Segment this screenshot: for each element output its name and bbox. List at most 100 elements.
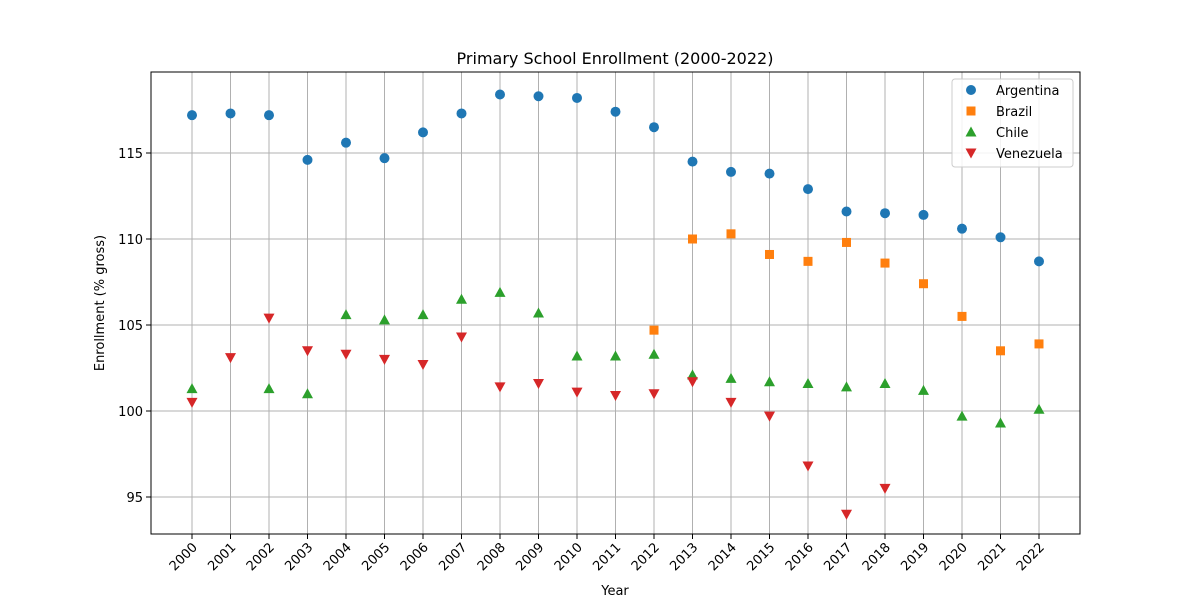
data-point-chile	[571, 350, 583, 361]
data-point-chile	[995, 417, 1006, 428]
data-point-argentina	[918, 209, 929, 220]
data-point-chile	[918, 384, 929, 395]
data-point-venezuela	[802, 461, 814, 472]
data-point-venezuela	[186, 397, 198, 408]
data-point-chile	[687, 369, 698, 380]
data-point-venezuela	[533, 378, 544, 389]
y-tick-label: 115	[118, 147, 143, 162]
x-tick-label: 2002	[244, 540, 278, 574]
legend: Argentina Brazil Chile Venezuela	[951, 78, 1074, 168]
data-point-argentina	[225, 108, 236, 119]
data-point-chile	[533, 307, 544, 318]
data-point-chile	[302, 388, 313, 399]
data-point-argentina	[610, 106, 621, 117]
chart-title: Primary School Enrollment (2000-2022)	[457, 49, 774, 68]
data-point-brazil	[803, 256, 813, 266]
data-point-chile	[186, 383, 198, 394]
x-tick-label: 2010	[552, 540, 586, 574]
legend-marker-venezuela	[965, 148, 977, 159]
x-tick-label: 2020	[937, 540, 971, 574]
data-point-chile	[1033, 403, 1045, 414]
x-tick-label: 2000	[167, 540, 201, 574]
x-tick-label: 2011	[590, 540, 624, 574]
data-point-brazil	[919, 279, 928, 289]
data-point-brazil	[996, 346, 1005, 356]
data-point-chile	[340, 309, 352, 320]
data-point-argentina	[418, 127, 428, 138]
data-point-brazil	[649, 325, 659, 335]
data-point-venezuela	[417, 360, 429, 371]
x-tick-label: 2017	[821, 540, 855, 574]
x-tick-label: 2004	[321, 540, 355, 574]
data-point-brazil	[688, 234, 697, 244]
x-tick-label: 2016	[783, 540, 817, 574]
x-tick-label: 2007	[436, 540, 470, 574]
data-point-argentina	[764, 168, 775, 179]
data-point-venezuela	[340, 349, 352, 360]
data-point-argentina	[456, 108, 467, 119]
x-tick-label: 2018	[860, 540, 894, 574]
y-tick-label: 100	[118, 405, 143, 420]
legend-label-brazil: Brazil	[996, 105, 1032, 120]
data-point-chile	[879, 377, 891, 388]
legend-label-chile: Chile	[996, 126, 1029, 141]
x-tick-label: 2021	[975, 540, 1009, 574]
x-tick-label: 2003	[282, 540, 316, 574]
data-point-argentina	[533, 91, 544, 102]
data-point-venezuela	[225, 353, 236, 364]
x-axis-label: Year	[600, 584, 629, 599]
data-points	[186, 89, 1045, 520]
data-point-argentina	[995, 232, 1006, 243]
data-point-venezuela	[379, 354, 390, 365]
data-point-argentina	[341, 137, 351, 148]
legend-marker-argentina	[966, 85, 976, 95]
data-point-argentina	[803, 184, 813, 195]
x-tick-label: 2013	[667, 540, 701, 574]
x-tick-label: 2022	[1014, 540, 1048, 574]
data-point-chile	[417, 309, 429, 320]
data-point-chile	[610, 350, 621, 361]
data-point-argentina	[957, 223, 967, 234]
data-point-brazil	[1034, 339, 1044, 349]
data-point-chile	[648, 348, 660, 359]
data-point-chile	[764, 376, 775, 387]
data-point-argentina	[302, 154, 313, 165]
grid-lines	[151, 72, 1080, 534]
data-point-venezuela	[263, 313, 275, 324]
data-point-argentina	[379, 153, 390, 164]
data-point-chile	[263, 383, 275, 394]
data-point-brazil	[957, 311, 967, 321]
data-point-argentina	[687, 156, 698, 167]
data-point-venezuela	[456, 332, 467, 343]
x-tick-label: 2012	[629, 540, 663, 574]
data-point-brazil	[880, 258, 890, 268]
data-point-chile	[802, 377, 814, 388]
data-point-venezuela	[687, 377, 698, 388]
data-point-argentina	[880, 208, 890, 219]
data-point-chile	[456, 293, 467, 304]
data-point-brazil	[842, 237, 851, 247]
data-point-chile	[379, 314, 390, 325]
data-point-venezuela	[648, 389, 660, 400]
y-tick-label: 105	[118, 319, 143, 334]
data-point-venezuela	[302, 346, 313, 357]
x-tick-label: 2006	[398, 540, 432, 574]
data-point-chile	[841, 381, 852, 392]
data-point-venezuela	[725, 397, 737, 408]
legend-marker-brazil	[966, 106, 976, 116]
x-tick-label: 2015	[744, 540, 778, 574]
legend-marker-chile	[965, 126, 977, 137]
data-point-argentina	[726, 166, 736, 177]
x-tick-label: 2009	[513, 540, 547, 574]
data-point-chile	[725, 372, 737, 383]
legend-label-venezuela: Venezuela	[996, 147, 1063, 162]
data-point-argentina	[264, 110, 274, 121]
data-point-argentina	[495, 89, 505, 100]
x-tick-label: 2014	[706, 540, 740, 574]
data-point-venezuela	[841, 509, 852, 520]
x-tick-label: 2005	[359, 540, 393, 574]
x-tick-label: 2001	[205, 540, 239, 574]
data-point-venezuela	[610, 391, 621, 402]
data-point-argentina	[572, 92, 582, 103]
